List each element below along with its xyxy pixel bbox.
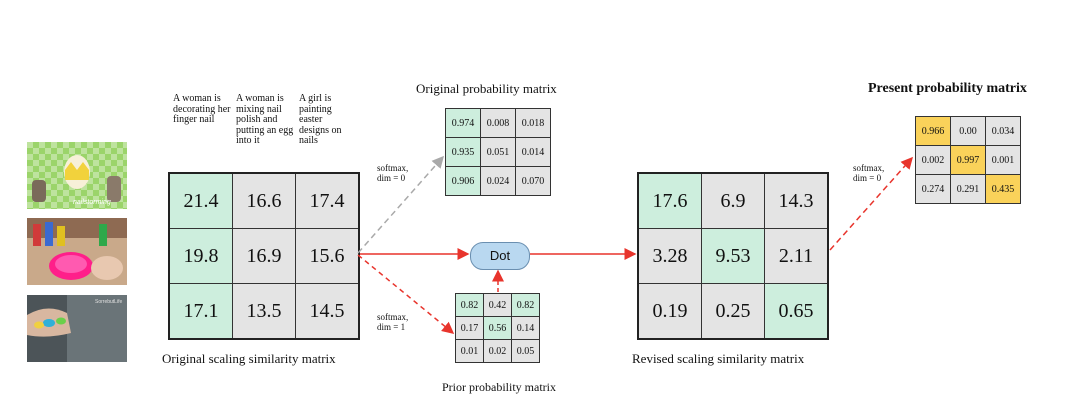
matrix-cell: 0.82 — [455, 293, 484, 317]
softmax-dim0-label-right: softmax, dim = 0 — [853, 163, 885, 183]
matrix-cell: 0.14 — [511, 316, 540, 340]
matrix-cell: 0.291 — [950, 174, 986, 204]
caption-2: A woman is mixing nail polish and puttin… — [236, 93, 294, 146]
revised-scaling-matrix: 17.6 6.9 14.3 3.28 9.53 2.11 0.19 0.25 0… — [637, 172, 829, 340]
matrix-cell: 0.01 — [455, 339, 484, 363]
video-thumbnail-3: SorrebutLife — [27, 295, 127, 362]
softmax-dim0-label: softmax, dim = 0 — [377, 163, 409, 183]
matrix-cell: 0.17 — [455, 316, 484, 340]
arrow-to-original-probability — [357, 155, 444, 254]
matrix-cell: 3.28 — [637, 228, 702, 284]
matrix-cell: 0.02 — [483, 339, 512, 363]
matrix-cell: 0.65 — [764, 283, 829, 340]
matrix-cell: 0.008 — [480, 108, 516, 138]
video-thumbnail-1: nailstorming — [27, 142, 127, 209]
matrix-cell: 0.435 — [985, 174, 1021, 204]
matrix-cell: 0.070 — [515, 166, 551, 196]
matrix-cell: 0.935 — [445, 137, 481, 167]
matrix-cell: 0.42 — [483, 293, 512, 317]
original-scaling-label: Original scaling similarity matrix — [162, 351, 336, 366]
matrix-cell: 21.4 — [168, 172, 233, 229]
present-probability-label: Present probability matrix — [868, 81, 1027, 96]
matrix-cell: 0.018 — [515, 108, 551, 138]
revised-scaling-label: Revised scaling similarity matrix — [632, 351, 805, 366]
matrix-cell: 0.051 — [480, 137, 516, 167]
matrix-cell: 15.6 — [295, 228, 360, 284]
matrix-cell: 0.001 — [985, 145, 1021, 175]
matrix-cell: 17.4 — [295, 172, 360, 229]
matrix-cell: 0.014 — [515, 137, 551, 167]
matrix-cell: 17.6 — [637, 172, 702, 229]
matrix-cell: 0.974 — [445, 108, 481, 138]
arrow-to-prior-probability — [357, 254, 455, 334]
thumbnail-watermark-3: SorrebutLife — [95, 299, 122, 305]
dot-operation-node: Dot — [470, 242, 530, 270]
arrow-to-present-probability — [829, 156, 913, 251]
matrix-cell: 0.56 — [483, 316, 512, 340]
video-thumbnail-2 — [27, 218, 127, 285]
matrix-cell: 16.9 — [232, 228, 296, 284]
thumbnail-watermark-1: nailstorming — [73, 199, 111, 206]
matrix-cell: 16.6 — [232, 172, 296, 229]
matrix-cell: 14.5 — [295, 283, 360, 340]
matrix-cell: 0.25 — [701, 283, 765, 340]
softmax-dim1-label: softmax, dim = 1 — [377, 312, 409, 332]
matrix-cell: 0.002 — [915, 145, 951, 175]
caption-3: A girl is painting easter designs on nai… — [299, 93, 342, 146]
matrix-cell: 13.5 — [232, 283, 296, 340]
matrix-cell: 14.3 — [764, 172, 829, 229]
original-probability-matrix: 0.974 0.008 0.018 0.935 0.051 0.014 0.90… — [445, 108, 551, 196]
matrix-cell: 9.53 — [701, 228, 765, 284]
matrix-cell: 0.997 — [950, 145, 986, 175]
matrix-cell: 0.966 — [915, 116, 951, 146]
caption-1: A woman is decorating her finger nail — [173, 93, 231, 125]
matrix-cell: 0.05 — [511, 339, 540, 363]
matrix-cell: 2.11 — [764, 228, 829, 284]
matrix-cell: 0.024 — [480, 166, 516, 196]
original-probability-label: Original probability matrix — [416, 81, 557, 96]
matrix-cell: 19.8 — [168, 228, 233, 284]
present-probability-matrix: 0.966 0.00 0.034 0.002 0.997 0.001 0.274… — [915, 116, 1021, 204]
prior-probability-label: Prior probability matrix — [442, 380, 556, 394]
original-scaling-matrix: 21.4 16.6 17.4 19.8 16.9 15.6 17.1 13.5 … — [168, 172, 360, 340]
matrix-cell: 17.1 — [168, 283, 233, 340]
matrix-cell: 0.274 — [915, 174, 951, 204]
prior-probability-matrix: 0.82 0.42 0.82 0.17 0.56 0.14 0.01 0.02 … — [455, 293, 540, 363]
matrix-cell: 0.82 — [511, 293, 540, 317]
